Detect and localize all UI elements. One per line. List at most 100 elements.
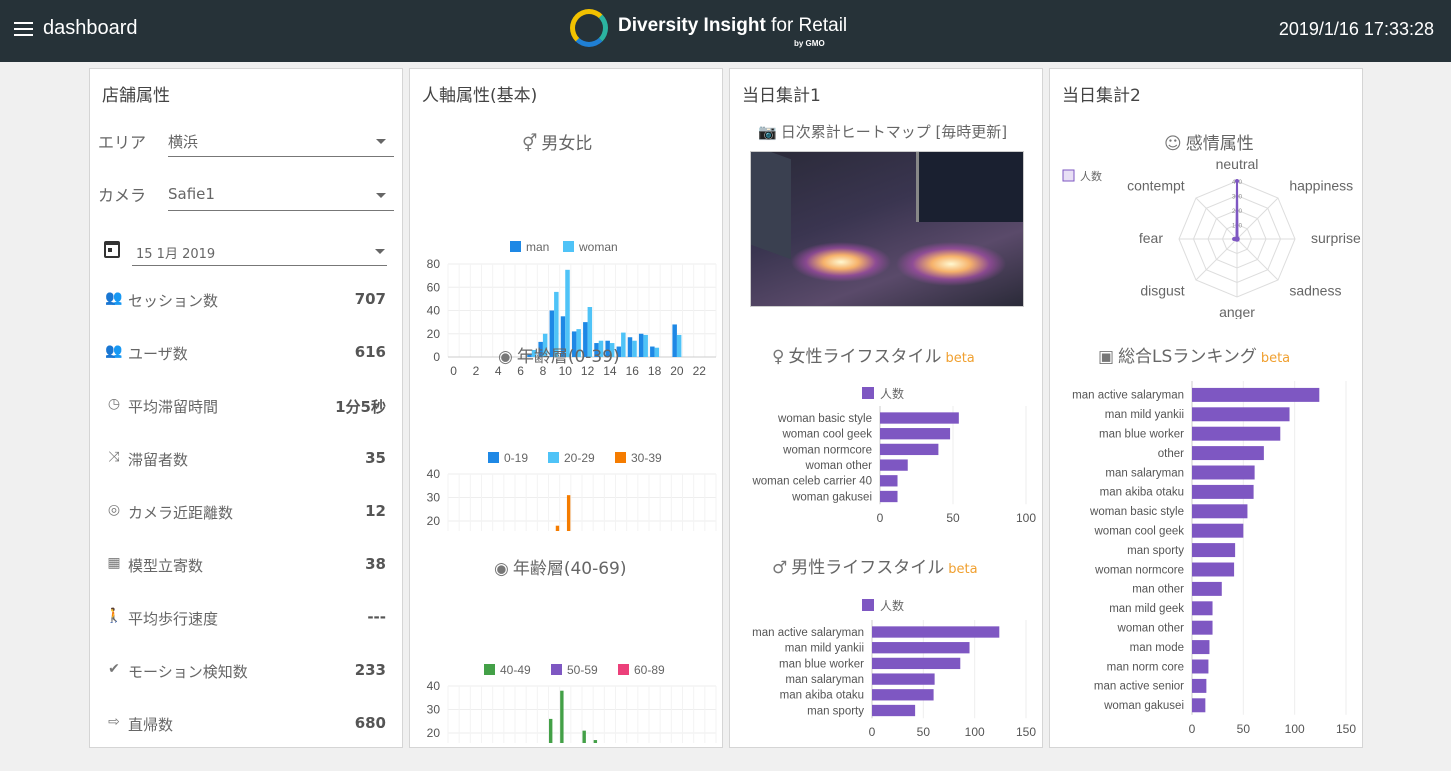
bar — [549, 718, 553, 743]
x-tick-label: 150 — [1336, 722, 1356, 736]
stat-label: セッション数 — [128, 292, 219, 310]
human-panel: 人軸属性(基本) ⚥ 男女比 man woman 0 20 40 60 80 0 2 4 6 8 10 12… — [409, 68, 723, 748]
x-tick-label: 4 — [495, 364, 502, 378]
logo-main: Diversity Insight — [618, 15, 766, 36]
stat-row: ⤨ 滞留者数 35 — [104, 447, 388, 471]
female-ls-chart: 人数 0 50 100 woman basic style woman cool geek… — [751, 386, 1036, 524]
gender-chart-title: ⚥ 男女比 — [522, 134, 593, 154]
user-circle-icon: ◉ — [494, 559, 509, 579]
bar — [880, 428, 951, 440]
male-ls-title: ♂ 男性ライフスタイル beta — [772, 558, 978, 578]
age1-chart: 0-1920-2930-3901020304002468101214161820… — [427, 451, 717, 531]
bar — [676, 334, 682, 357]
top-bar: dashboard Diversity Insight for Retail b… — [0, 0, 1451, 62]
bar — [1192, 407, 1290, 422]
y-tick-label: 60 — [427, 280, 441, 294]
category-label: man salaryman — [785, 674, 864, 686]
x-tick-label: 0 — [1189, 722, 1196, 736]
category-label: man blue worker — [779, 658, 864, 670]
stat-row: ✔ モーション検知数 233 — [104, 659, 388, 683]
stat-label: カメラ近距離数 — [128, 504, 234, 522]
x-tick-label: 100 — [965, 725, 985, 737]
legend-label: 人数 — [1080, 170, 1102, 183]
panel-title: 店舗属性 — [102, 86, 170, 106]
camera-value: Safie1 — [168, 185, 215, 203]
stat-value: --- — [367, 608, 386, 626]
legend-label: 30-39 — [631, 451, 662, 465]
bar — [1192, 426, 1281, 441]
bar — [1192, 678, 1207, 693]
bar — [560, 690, 564, 743]
stat-value: 1分5秒 — [335, 398, 386, 416]
bar — [880, 412, 959, 424]
y-tick-label: 20 — [427, 327, 441, 341]
x-tick-label: 100 — [1285, 722, 1305, 736]
x-tick-label: 14 — [603, 364, 617, 378]
female-ls-title: ♀ 女性ライフスタイル beta — [772, 347, 975, 367]
stat-row: 👥 セッション数 707 — [104, 288, 388, 312]
bar — [566, 495, 571, 531]
legend-label: woman — [578, 240, 618, 254]
radar-axis-label: fear — [1139, 230, 1163, 246]
category-label: man norm core — [1107, 661, 1184, 673]
bar — [654, 347, 660, 357]
bar — [880, 459, 908, 471]
logo-ring-icon — [570, 9, 608, 47]
x-tick-label: 100 — [1016, 511, 1036, 524]
chevron-down-icon — [375, 249, 385, 254]
category-label: woman basic style — [777, 413, 872, 425]
camera-select[interactable]: Safie1 — [168, 181, 394, 211]
category-label: man sporty — [1127, 545, 1184, 557]
category-label: other — [1158, 448, 1184, 460]
category-label: woman normcore — [1094, 564, 1184, 576]
bar — [571, 331, 577, 357]
category-label: woman normcore — [782, 444, 872, 456]
y-tick-label: 80 — [427, 257, 441, 271]
bar — [872, 673, 935, 685]
category-label: man mild yankii — [1105, 409, 1184, 421]
radar-axis-label: contempt — [1127, 178, 1185, 194]
bar — [538, 341, 543, 357]
category-label: man other — [1132, 584, 1184, 596]
bar — [527, 354, 532, 357]
category-label: man akiba otaku — [1100, 487, 1184, 499]
chevron-down-icon — [376, 193, 386, 198]
category-label: man mild yankii — [785, 643, 864, 655]
legend-swatch — [615, 452, 626, 463]
category-label: woman celeb carrier 40 — [751, 476, 872, 488]
date-select[interactable]: 15 1月 2019 — [132, 241, 387, 266]
stat-value: 616 — [354, 343, 386, 361]
bar — [638, 333, 644, 357]
bar — [872, 626, 1000, 638]
bar — [576, 329, 581, 357]
menu-icon[interactable] — [14, 22, 33, 37]
bar — [1192, 601, 1213, 616]
id-card-icon: ▣ — [1098, 347, 1115, 367]
bar — [872, 657, 961, 670]
category-label: woman cool geek — [782, 429, 873, 441]
stat-label: 平均歩行速度 — [128, 610, 219, 628]
day2-panel: 当日集計2 ☺感情属性 人数100200300400neutralhappine… — [1049, 68, 1363, 748]
y-tick-label: 40 — [427, 467, 441, 481]
clock-icon: ◷ — [107, 396, 121, 412]
bar — [1192, 543, 1236, 558]
area-select[interactable]: 横浜 — [168, 127, 394, 157]
store-panel: 店舗属性 エリア 横浜 カメラ Safie1 15 1月 2019 👥 セッション… — [89, 68, 403, 748]
calendar-icon[interactable] — [104, 241, 120, 258]
person-icon: 🚶 — [105, 608, 123, 624]
category-label: man mild geek — [1109, 603, 1184, 615]
male-icon: ♂ — [772, 558, 788, 578]
bar — [598, 340, 604, 357]
legend-swatch — [563, 241, 574, 252]
bar — [872, 642, 970, 654]
y-tick-label: 20 — [427, 514, 441, 528]
bar — [549, 310, 555, 357]
category-label: man sporty — [807, 705, 864, 717]
legend-swatch — [551, 664, 562, 675]
age1-chart-title: ◉ 年齢層(0-39) — [498, 347, 620, 367]
building-icon: ▦ — [107, 555, 121, 571]
stat-value: 233 — [354, 661, 386, 679]
x-tick-label: 50 — [1237, 722, 1251, 736]
age2-chart: 40-4950-5960-890102030400246810121416182… — [427, 663, 717, 743]
x-tick-label: 6 — [517, 364, 524, 378]
